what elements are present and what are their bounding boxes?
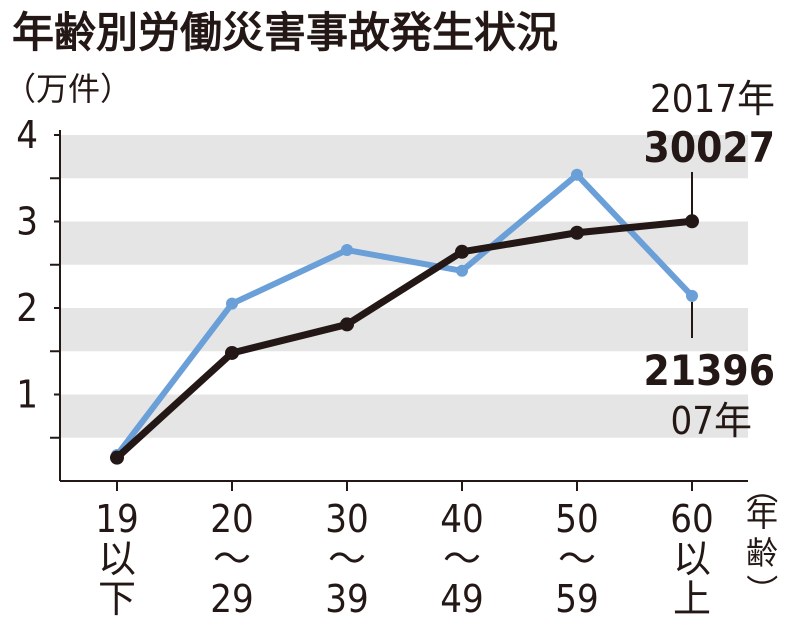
x-tick-label-line: 以	[673, 537, 711, 581]
x-tick-label-line: ～	[443, 537, 481, 581]
data-point	[570, 225, 584, 240]
grid-band	[60, 135, 748, 179]
x-tick-label: 50～59	[555, 497, 599, 621]
axes	[50, 130, 748, 491]
data-point	[456, 264, 468, 277]
x-axis-unit-char: ）	[742, 574, 780, 606]
data-point	[686, 289, 698, 302]
series-line	[114, 171, 695, 459]
x-axis-unit-char: 齢	[746, 534, 778, 572]
grid-band	[60, 308, 748, 352]
data-point	[110, 450, 124, 465]
x-tick-label-line: 39	[325, 577, 369, 621]
x-tick-label: 40～49	[440, 497, 484, 621]
y-tick-labels: 1 2 3 4	[16, 113, 38, 417]
x-tick-label-line: 40	[440, 497, 484, 541]
x-tick-label-line: 30	[325, 497, 369, 541]
series-lines	[110, 168, 699, 465]
annotation-2007-value: 21396	[644, 346, 775, 395]
y-axis-unit-label: （万件）	[4, 70, 132, 108]
series-line	[113, 217, 696, 462]
x-tick-label-line: 以	[98, 537, 136, 581]
data-point	[571, 168, 583, 181]
annotation-2017-year: 2017年	[650, 77, 775, 121]
gridline-bands	[60, 135, 748, 438]
data-point	[455, 244, 469, 259]
x-axis-unit-char: 年	[746, 496, 778, 534]
data-point	[685, 214, 699, 229]
x-axis-unit-label: （年齢）	[742, 472, 780, 606]
y-tick-label: 4	[16, 113, 38, 157]
annotation-2007-year: 07年	[671, 399, 753, 443]
data-point	[341, 244, 353, 257]
x-tick-label-line: ～	[328, 537, 366, 581]
x-tick-label-line: 49	[440, 577, 484, 621]
series-2017年	[110, 214, 699, 465]
annotation-2017-value: 30027	[644, 123, 775, 172]
x-tick-label-line: 下	[98, 577, 136, 621]
x-tick-label-line: 60	[670, 497, 714, 541]
x-tick-label-line: ～	[558, 537, 596, 581]
data-point	[226, 297, 238, 310]
x-tick-label-line: 上	[673, 577, 711, 621]
y-tick-label: 2	[16, 286, 38, 330]
x-tick-label: 20～29	[210, 497, 254, 621]
x-tick-label-line: 50	[555, 497, 599, 541]
y-tick-label: 1	[16, 373, 38, 417]
x-tick-label-line: ～	[213, 537, 251, 581]
x-tick-label-line: 20	[210, 497, 254, 541]
data-point	[340, 317, 354, 332]
data-point	[225, 345, 239, 360]
x-tick-label-line: 29	[210, 577, 254, 621]
x-tick-label-line: 59	[555, 577, 599, 621]
x-axis-unit-char: （	[742, 472, 780, 504]
x-tick-label: 30～39	[325, 497, 369, 621]
x-tick-label-line: 19	[95, 497, 139, 541]
y-tick-label: 3	[16, 200, 38, 244]
chart-title: 年齢別労働災害事故発生状況	[12, 8, 558, 57]
